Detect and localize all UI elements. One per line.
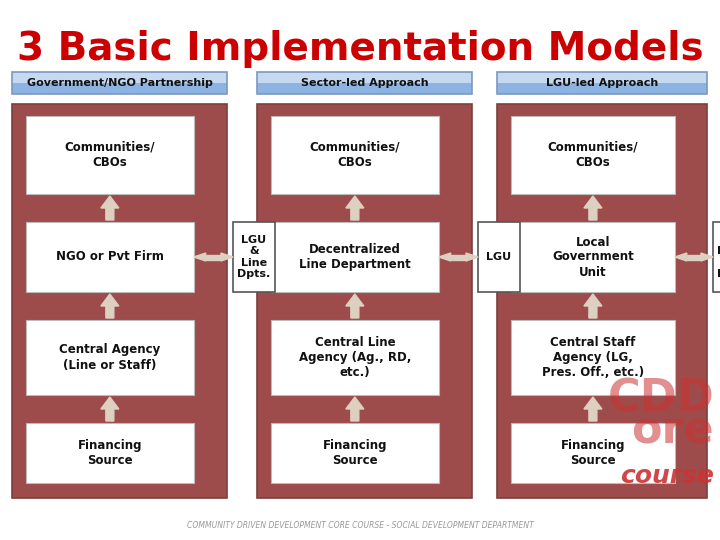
Bar	[26, 116, 194, 194]
Bar	[257, 72, 472, 94]
Polygon shape	[194, 253, 206, 261]
Text: Central Staff
Agency (LG,
Pres. Off., etc.): Central Staff Agency (LG, Pres. Off., et…	[542, 336, 644, 379]
Text: Central Line
Agency (Ag., RD,
etc.): Central Line Agency (Ag., RD, etc.)	[299, 336, 411, 379]
Bar	[497, 83, 707, 94]
Polygon shape	[584, 196, 602, 220]
Bar	[26, 423, 194, 483]
Polygon shape	[584, 397, 602, 421]
Text: LGU-led Approach: LGU-led Approach	[546, 78, 658, 88]
Bar	[271, 320, 438, 395]
Polygon shape	[346, 196, 364, 220]
Bar	[511, 423, 675, 483]
Bar	[497, 72, 707, 83]
Polygon shape	[584, 294, 602, 318]
Bar	[26, 320, 194, 395]
Bar	[478, 222, 520, 292]
Bar	[12, 83, 227, 94]
Polygon shape	[438, 253, 451, 261]
Bar	[257, 83, 472, 94]
Polygon shape	[346, 397, 364, 421]
Polygon shape	[101, 397, 119, 421]
Text: Government/NGO Partnership: Government/NGO Partnership	[27, 78, 212, 88]
Bar	[511, 320, 675, 395]
Bar	[497, 72, 707, 94]
Bar	[257, 104, 472, 498]
Text: LGU: LGU	[487, 252, 512, 262]
Bar	[497, 104, 707, 498]
Polygon shape	[346, 294, 364, 318]
Text: Financing
Source: Financing Source	[561, 439, 625, 467]
Bar	[233, 222, 275, 292]
Polygon shape	[101, 294, 119, 318]
Polygon shape	[701, 253, 713, 261]
Polygon shape	[687, 254, 701, 260]
Bar	[713, 222, 720, 292]
Polygon shape	[221, 253, 233, 261]
Bar	[511, 222, 675, 292]
Bar	[511, 116, 675, 194]
Text: NGO or Pvt Firm: NGO or Pvt Firm	[56, 251, 163, 264]
Text: Communities/
CBOs: Communities/ CBOs	[310, 141, 400, 169]
Text: Line
Dpts.
or
NGOs: Line Dpts. or NGOs	[717, 234, 720, 279]
Text: Communities/
CBOs: Communities/ CBOs	[65, 141, 155, 169]
Polygon shape	[206, 254, 221, 260]
Text: Local
Government
Unit: Local Government Unit	[552, 235, 634, 279]
Bar	[271, 116, 438, 194]
Text: ore: ore	[631, 409, 714, 452]
Bar	[271, 423, 438, 483]
Text: Communities/
CBOs: Communities/ CBOs	[548, 141, 638, 169]
Text: Sector-led Approach: Sector-led Approach	[301, 78, 428, 88]
Polygon shape	[451, 254, 466, 260]
Polygon shape	[101, 196, 119, 220]
Text: CDD: CDD	[607, 377, 714, 420]
Polygon shape	[675, 253, 687, 261]
Bar	[12, 72, 227, 83]
Bar	[26, 222, 194, 292]
Text: course: course	[620, 464, 714, 488]
Bar	[12, 72, 227, 94]
Bar	[271, 222, 438, 292]
Polygon shape	[466, 253, 478, 261]
Text: Financing
Source: Financing Source	[78, 439, 142, 467]
Text: Financing
Source: Financing Source	[323, 439, 387, 467]
Text: COMMUNITY DRIVEN DEVELOPMENT CORE COURSE - SOCIAL DEVELOPMENT DEPARTMENT: COMMUNITY DRIVEN DEVELOPMENT CORE COURSE…	[186, 521, 534, 530]
Text: 3 Basic Implementation Models: 3 Basic Implementation Models	[17, 30, 703, 68]
Text: LGU
&
Line
Dpts.: LGU & Line Dpts.	[238, 234, 271, 279]
Text: Central Agency
(Line or Staff): Central Agency (Line or Staff)	[59, 343, 161, 372]
Bar	[257, 72, 472, 83]
Bar	[12, 104, 227, 498]
Text: Decentralized
Line Department: Decentralized Line Department	[299, 243, 410, 271]
